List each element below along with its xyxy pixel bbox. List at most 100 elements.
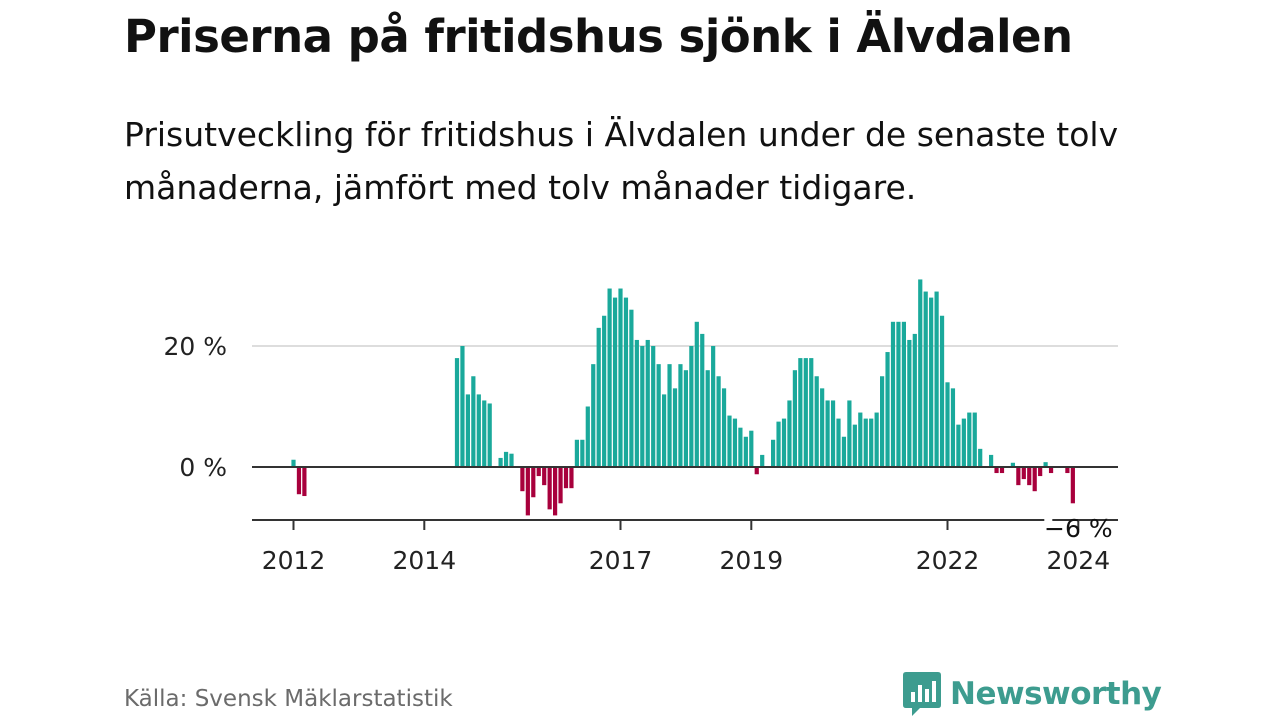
bar-positive xyxy=(482,400,487,467)
y-tick-label: 20 % xyxy=(163,332,227,361)
bar-negative xyxy=(525,467,530,516)
bar-positive xyxy=(476,394,481,467)
bar-positive xyxy=(880,376,885,467)
bar-negative xyxy=(1032,467,1037,492)
bar-positive xyxy=(721,388,727,467)
bar-negative xyxy=(520,467,525,492)
newsworthy-logo-icon xyxy=(903,672,941,716)
bar-negative xyxy=(296,467,302,495)
bar-positive xyxy=(890,321,896,467)
bar-positive xyxy=(591,364,596,467)
chart-title: Priserna på fritidshus sjönk i Älvdalen xyxy=(124,10,1073,63)
bar-positive xyxy=(852,424,857,467)
x-tick-label: 2024 xyxy=(1046,546,1110,575)
bar-positive xyxy=(950,388,956,467)
bar-negative xyxy=(1048,467,1054,474)
bar-negative xyxy=(1038,467,1043,477)
bar-positive xyxy=(929,297,934,467)
last-value-label: −6 % xyxy=(1044,514,1113,543)
bar-positive xyxy=(939,315,945,467)
bar-positive xyxy=(662,394,667,467)
bar-positive xyxy=(640,346,645,467)
bar-positive xyxy=(830,400,836,467)
bar-positive xyxy=(607,288,612,467)
bar-positive xyxy=(672,388,678,467)
bar-positive xyxy=(820,388,825,467)
bar-positive xyxy=(972,412,977,467)
bar-positive xyxy=(596,327,601,467)
bar-positive xyxy=(809,358,814,467)
bar-positive xyxy=(738,427,743,467)
bar-positive xyxy=(874,412,879,467)
bar-positive xyxy=(503,451,509,467)
bar-negative xyxy=(1065,467,1070,474)
bar-positive xyxy=(471,376,476,467)
bar-positive xyxy=(923,291,928,467)
bar-positive xyxy=(602,315,607,467)
bar-positive xyxy=(705,370,710,467)
bar-positive xyxy=(787,400,792,467)
bar-positive xyxy=(814,376,819,467)
tick-labels: 0 % 20 % 2012 2014 2017 2019 2022 2024 −6 % xyxy=(163,332,1112,575)
bar-positive xyxy=(945,382,950,467)
bar-positive xyxy=(732,418,738,467)
bar-positive xyxy=(656,364,661,467)
bar-positive xyxy=(574,439,579,467)
bar-positive xyxy=(841,436,847,467)
bar-positive xyxy=(907,339,912,467)
bar-negative xyxy=(754,467,759,475)
bar-negative xyxy=(1016,467,1021,486)
bar-positive xyxy=(885,352,890,467)
bar-positive xyxy=(634,339,639,467)
bar-negative xyxy=(553,467,558,516)
bar-negative xyxy=(1070,467,1075,504)
bar-positive xyxy=(956,424,961,467)
bar-positive xyxy=(585,406,590,467)
bar-positive xyxy=(618,288,623,467)
bar-positive xyxy=(989,454,994,467)
y-tick-label: 0 % xyxy=(179,453,227,482)
chart-subtitle: Prisutveckling för fritidshus i Älvdalen… xyxy=(124,115,1119,207)
bar-positive xyxy=(934,291,939,467)
bar-negative xyxy=(542,467,547,486)
bar-positive xyxy=(612,297,618,467)
bar-positive xyxy=(694,321,699,467)
x-tick-label: 2014 xyxy=(392,546,456,575)
bar-positive xyxy=(465,394,470,467)
x-tick-label: 2012 xyxy=(262,546,326,575)
bar-negative xyxy=(1021,467,1026,480)
bar-positive xyxy=(711,346,716,467)
bar-positive xyxy=(727,415,732,467)
bar-positive xyxy=(961,418,966,467)
bar-positive xyxy=(498,457,503,467)
x-tick-label: 2019 xyxy=(719,546,783,575)
bar-positive xyxy=(460,346,465,467)
bars xyxy=(291,279,1075,516)
bar-positive xyxy=(978,448,983,467)
bar-positive xyxy=(858,412,863,467)
bar-negative xyxy=(569,467,574,489)
bar-negative xyxy=(547,467,552,510)
x-tick-label: 2017 xyxy=(589,546,653,575)
bar-positive xyxy=(623,297,629,467)
bar-negative xyxy=(1027,467,1032,486)
bar-positive xyxy=(912,333,917,467)
bar-positive xyxy=(651,346,656,467)
bar-positive xyxy=(667,364,672,467)
bar-positive xyxy=(760,454,765,467)
bar-negative xyxy=(999,467,1005,474)
bar-positive xyxy=(743,436,748,467)
bar-positive xyxy=(629,309,634,467)
bar-positive xyxy=(825,400,830,467)
brand-name: Newsworthy xyxy=(950,676,1162,712)
bar-positive xyxy=(901,321,906,467)
bar-positive xyxy=(918,279,923,467)
source-note: Källa: Svensk Mäklarstatistik xyxy=(124,686,453,712)
bar-positive xyxy=(847,400,852,467)
bar-positive xyxy=(781,418,787,467)
bar-positive xyxy=(792,370,797,467)
bar-positive xyxy=(683,370,688,467)
brand-logo[interactable]: Newsworthy xyxy=(902,670,1162,718)
bar-positive xyxy=(771,439,776,467)
bar-positive xyxy=(509,453,514,467)
